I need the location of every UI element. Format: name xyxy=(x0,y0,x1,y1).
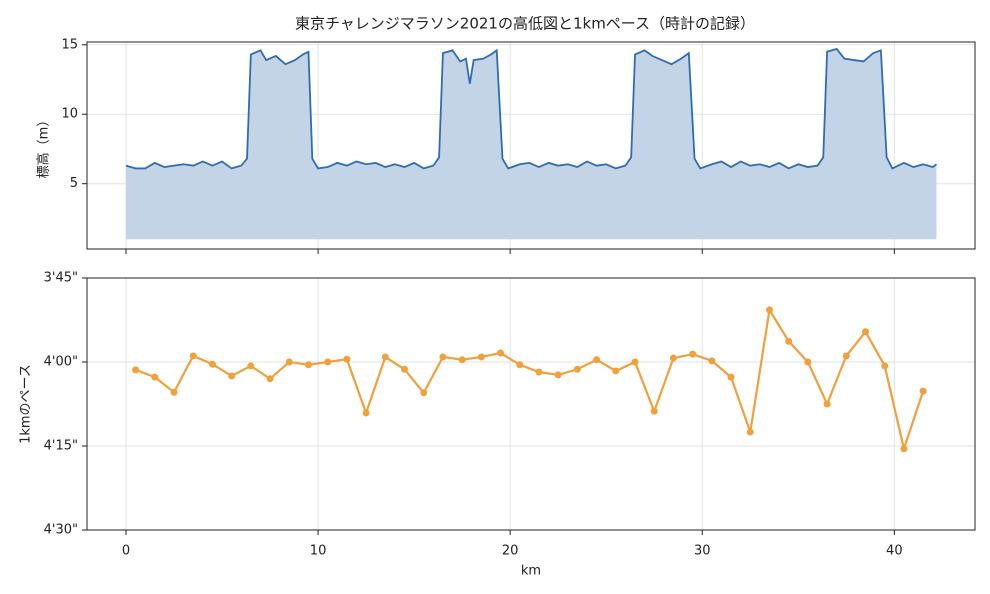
pace-point xyxy=(266,375,274,383)
pace-point xyxy=(765,306,773,314)
x-tick-label: 30 xyxy=(694,544,711,559)
pace-point xyxy=(401,365,409,373)
pace-point xyxy=(247,362,255,370)
pace-point xyxy=(804,358,812,366)
pace-point xyxy=(842,352,850,360)
y-tick-label: 4'00" xyxy=(44,355,78,370)
pace-point xyxy=(612,367,620,375)
pace-point xyxy=(650,407,658,415)
chart-title: 東京チャレンジマラソン2021の高低図と1kmペース（時計の記録） xyxy=(295,15,755,33)
pace-point xyxy=(304,361,312,369)
pace-point xyxy=(132,366,140,374)
y-tick-label: 10 xyxy=(61,107,78,122)
pace-point xyxy=(573,365,581,373)
y-tick-label: 3'45" xyxy=(44,271,78,286)
pace-point xyxy=(535,368,543,376)
pace-point xyxy=(285,358,293,366)
pace-point xyxy=(362,409,370,417)
pace-point xyxy=(516,361,524,369)
pace-point xyxy=(881,362,889,370)
axes-frame xyxy=(86,41,976,250)
pace-point xyxy=(151,373,159,381)
y-tick-label: 4'15" xyxy=(44,439,78,454)
pace-point xyxy=(727,373,735,381)
x-tick-label: 20 xyxy=(502,544,519,559)
pace-point xyxy=(669,354,677,362)
pace-line xyxy=(135,306,925,453)
pace-point xyxy=(381,353,389,361)
pace-point xyxy=(823,400,831,408)
y-axis-label: 1kmのペース xyxy=(19,364,34,444)
pace-point xyxy=(228,372,236,380)
pace-point xyxy=(593,356,601,364)
pace-point xyxy=(862,328,870,336)
x-tick-label: 10 xyxy=(310,544,327,559)
pace-point xyxy=(170,388,178,396)
pace-point xyxy=(208,360,216,368)
x-axis-label: km xyxy=(521,564,541,579)
pace-point xyxy=(900,445,908,453)
pace-point xyxy=(324,358,332,366)
pace-point xyxy=(420,389,428,397)
pace-point xyxy=(631,358,639,366)
elevation-line xyxy=(125,47,938,170)
x-tick-label: 0 xyxy=(122,544,130,559)
axes-frame xyxy=(86,277,976,531)
pace-point xyxy=(554,371,562,379)
pace-point xyxy=(785,337,793,345)
elevation-area xyxy=(125,48,937,240)
pace-point xyxy=(689,350,697,358)
pace-point xyxy=(343,355,351,363)
pace-point xyxy=(919,387,927,395)
pace-point xyxy=(189,352,197,360)
x-tick-label: 40 xyxy=(886,544,903,559)
pace-point xyxy=(746,428,754,436)
pace-point xyxy=(497,349,505,357)
y-axis-label: 標高（m） xyxy=(36,114,52,179)
pace-point xyxy=(439,353,447,361)
pace-point xyxy=(708,357,716,365)
pace-point xyxy=(458,356,466,364)
y-tick-label: 5 xyxy=(70,176,78,191)
pace-point xyxy=(477,353,485,361)
y-tick-label: 4'30" xyxy=(44,523,78,538)
y-tick-label: 15 xyxy=(61,37,78,52)
